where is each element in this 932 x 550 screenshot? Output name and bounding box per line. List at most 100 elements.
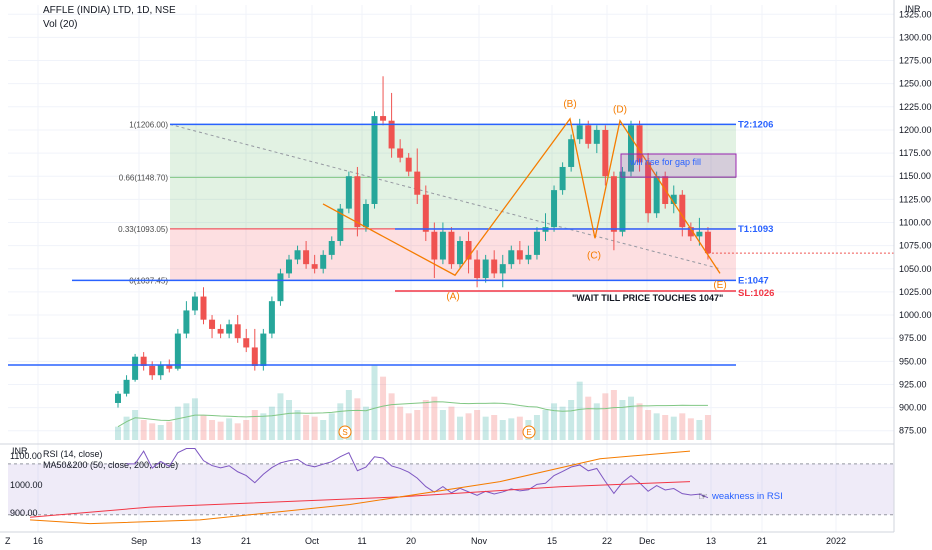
rsi-pane: 20.0040.0060.0080.001100.001000.00900.00… xyxy=(0,443,922,532)
candle-body xyxy=(234,324,241,339)
candle-body xyxy=(414,171,421,195)
time-tick-label: 13 xyxy=(191,536,201,546)
volume-bar xyxy=(679,413,686,440)
volume-bar xyxy=(303,415,310,440)
candle-body xyxy=(696,231,703,237)
wave-label: (A) xyxy=(446,291,459,302)
price-tick-label: 950.00 xyxy=(899,356,927,366)
volume-bar xyxy=(439,410,446,440)
candle-body xyxy=(123,379,130,394)
volume-bar xyxy=(687,418,694,440)
volume-bar xyxy=(636,403,643,440)
volume-bar xyxy=(260,413,267,440)
candle-body xyxy=(551,190,558,228)
wave-label: (E) xyxy=(713,280,726,291)
candle-body xyxy=(115,393,121,403)
candle-body xyxy=(303,250,310,265)
fib-level-label: 1(1206.00) xyxy=(129,120,168,129)
volume-bar xyxy=(696,420,703,440)
candle-body xyxy=(337,208,344,242)
volume-bar xyxy=(157,425,164,440)
volume-bar xyxy=(516,416,523,440)
volume-bar xyxy=(328,413,335,440)
time-tick-label: 15 xyxy=(547,536,557,546)
candle-body xyxy=(328,241,335,255)
candle-body xyxy=(645,162,652,214)
volume-bar xyxy=(397,406,404,440)
price-tick-label: 875.00 xyxy=(899,426,927,436)
volume-bar xyxy=(568,400,575,440)
price-tick-label: 1225.00 xyxy=(899,102,932,112)
level-label: T2:1206 xyxy=(738,119,773,130)
volume-bar xyxy=(380,376,387,440)
candle-body xyxy=(243,338,250,348)
price-tick-label: 1325.00 xyxy=(899,9,932,19)
time-axis[interactable]: 16 Sep 13 21 Oct 11 20 Nov 15 22 Dec 13 21 2022 Z xyxy=(0,531,894,546)
price-tick-label: 1250.00 xyxy=(899,79,932,89)
price-axis-bg xyxy=(894,0,932,550)
wave-label: (D) xyxy=(613,104,627,115)
volume-bar xyxy=(508,418,515,440)
candle-body xyxy=(217,328,224,334)
volume-bar xyxy=(653,413,660,440)
candle-body xyxy=(422,194,429,232)
volume-bar xyxy=(670,416,677,440)
event-marker xyxy=(338,425,352,439)
candle-body xyxy=(380,116,387,121)
candle-body xyxy=(157,365,164,376)
symbol-title: AFFLE (INDIA) LTD, 1D, NSE xyxy=(43,5,176,16)
event-marker-label: S xyxy=(342,428,347,437)
gap-fill-text: will rise for gap fill xyxy=(629,157,701,167)
volume-bar xyxy=(268,406,275,440)
volume-bar xyxy=(200,415,207,440)
candle-body xyxy=(294,250,301,260)
volume-bar xyxy=(499,420,506,440)
volume-bar xyxy=(286,400,292,440)
volume-bar xyxy=(482,416,489,440)
volume-bar xyxy=(234,423,241,440)
price-tick-label: 1275.00 xyxy=(899,56,932,66)
rsi-line xyxy=(126,448,709,499)
candle-body xyxy=(559,166,566,191)
time-tick-label: 21 xyxy=(241,536,251,546)
volume-bar xyxy=(337,403,344,440)
volume-bar xyxy=(123,416,130,440)
candle-body xyxy=(585,125,592,144)
volume-bar xyxy=(593,403,600,440)
volume-label: Vol (20) xyxy=(43,19,78,30)
candle-body xyxy=(140,356,147,366)
candle-body xyxy=(200,296,207,320)
time-tick-label: 20 xyxy=(406,536,416,546)
time-tick-label: 11 xyxy=(357,536,366,546)
volume-bar xyxy=(533,415,540,440)
price-tick-label: 925.00 xyxy=(899,379,927,389)
ma200-line xyxy=(29,450,691,525)
candle-body xyxy=(653,176,660,214)
price-tick-label: 1075.00 xyxy=(899,241,932,251)
volume-bar xyxy=(542,410,549,440)
gap-fill-box xyxy=(620,153,737,178)
volume-bar xyxy=(628,396,634,440)
price-tick-label: 1300.00 xyxy=(899,32,932,42)
candle-body xyxy=(465,241,472,260)
volume-bar xyxy=(619,400,626,440)
volume-bar xyxy=(166,421,173,440)
candle-body xyxy=(533,231,540,255)
candle-body xyxy=(191,296,198,311)
candle-body xyxy=(174,333,181,369)
candle-body xyxy=(405,157,412,172)
level-label: E:1047 xyxy=(738,275,769,286)
candle-body xyxy=(687,227,694,237)
candle-body xyxy=(277,273,284,302)
time-tick-label: Dec xyxy=(639,536,656,546)
price-axis[interactable]: 875.00 900.00 925.00 950.00 975.00 1000.00 102… xyxy=(893,0,932,550)
candle-body xyxy=(362,203,369,228)
candle-body xyxy=(431,231,438,260)
volume-bar xyxy=(576,381,583,440)
volume-bar xyxy=(431,396,438,440)
candle-body xyxy=(679,194,686,228)
wave-pattern: (A) (B) (C) (D) (E) xyxy=(322,99,727,302)
volume-ma-line xyxy=(117,401,708,428)
candle-body xyxy=(397,148,404,158)
